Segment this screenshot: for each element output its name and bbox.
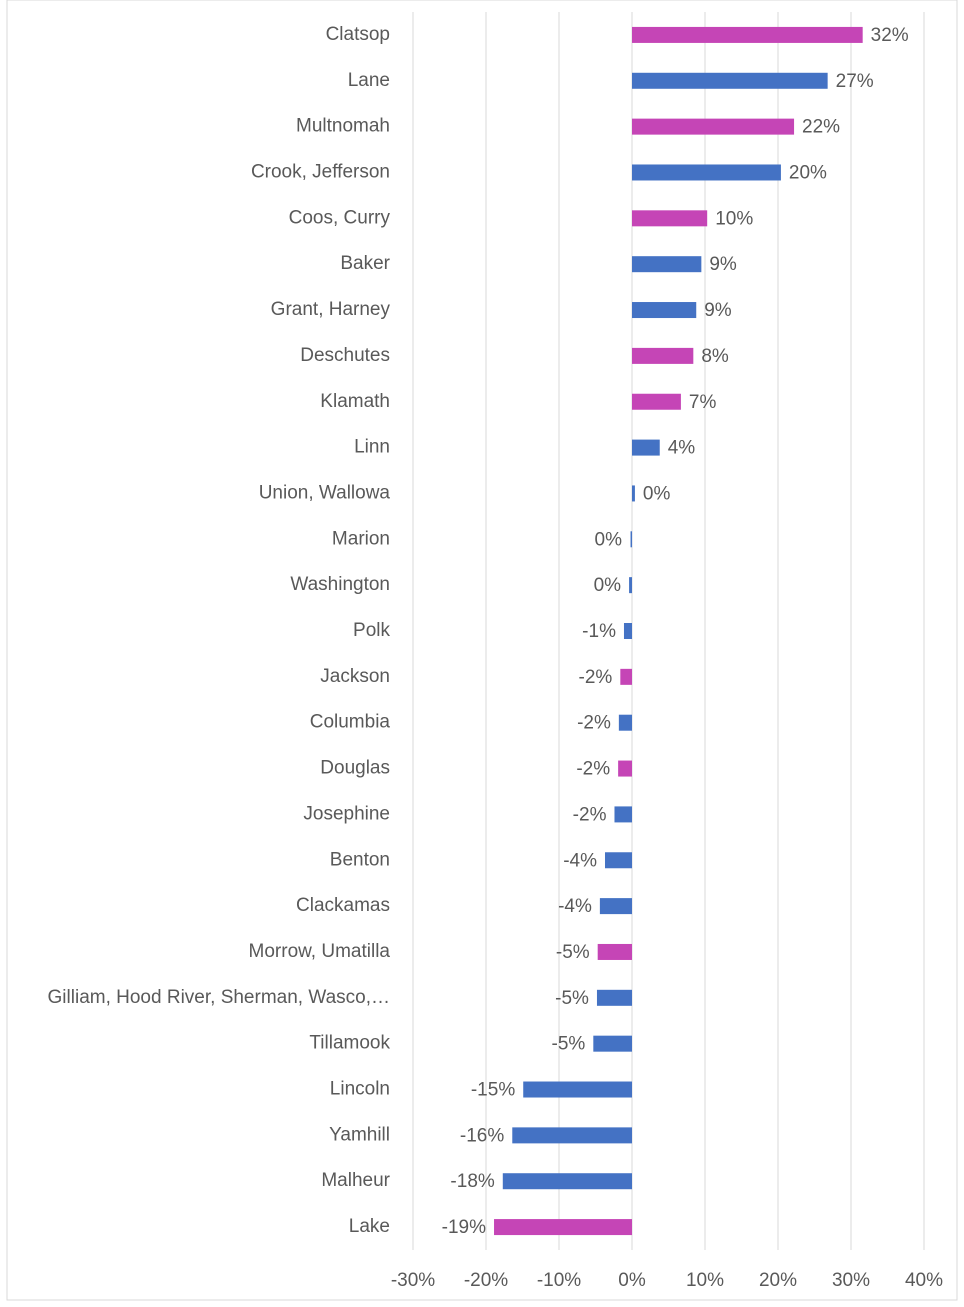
data-label: 8% <box>701 346 729 367</box>
data-label: 32% <box>871 25 909 46</box>
bar <box>620 668 632 685</box>
x-tick-label: -10% <box>537 1270 581 1291</box>
data-label: 9% <box>704 300 732 321</box>
x-tick-label: -20% <box>464 1270 508 1291</box>
bar <box>593 1035 632 1052</box>
data-label: 7% <box>689 392 717 413</box>
data-label: -18% <box>450 1171 494 1192</box>
x-tick-label: 30% <box>832 1270 870 1291</box>
bar <box>599 898 632 915</box>
data-label: -2% <box>573 804 607 825</box>
data-label: 0% <box>594 575 622 596</box>
x-tick-label: 10% <box>686 1270 724 1291</box>
data-label: -15% <box>471 1080 515 1101</box>
y-tick-label: Benton <box>330 849 390 870</box>
bar <box>502 1173 632 1190</box>
data-label: -5% <box>556 942 590 963</box>
bar <box>629 577 632 594</box>
y-tick-label: Jackson <box>320 666 390 687</box>
y-tick-label: Marion <box>332 528 390 549</box>
y-tick-label: Deschutes <box>300 345 390 366</box>
bar <box>632 485 635 502</box>
y-tick-label: Polk <box>353 620 390 641</box>
y-tick-label: Clatsop <box>326 24 390 45</box>
data-label: 4% <box>668 438 696 459</box>
y-tick-label: Linn <box>354 437 390 458</box>
data-label: -4% <box>563 850 597 871</box>
bar <box>512 1127 632 1144</box>
y-tick-label: Crook, Jefferson <box>251 161 390 182</box>
bar <box>632 26 863 43</box>
bar <box>618 714 632 731</box>
data-label: 22% <box>802 117 840 138</box>
bar <box>632 393 681 410</box>
data-label: -4% <box>558 896 592 917</box>
x-tick-label: -30% <box>391 1270 435 1291</box>
bar <box>632 347 694 364</box>
data-label: -1% <box>582 621 616 642</box>
y-tick-label: Morrow, Umatilla <box>249 941 391 962</box>
bar <box>632 164 781 181</box>
bar <box>632 256 702 273</box>
chart-border <box>6 0 958 1301</box>
x-tick-label: 20% <box>759 1270 797 1291</box>
y-tick-label: Coos, Curry <box>289 207 391 228</box>
bar <box>523 1081 632 1098</box>
y-tick-label: Clackamas <box>296 895 390 916</box>
data-label: 27% <box>836 71 874 92</box>
bar <box>623 623 632 639</box>
y-tick-label: Gilliam, Hood River, Sherman, Wasco,… <box>48 987 390 1008</box>
data-label: -5% <box>555 988 589 1009</box>
data-label: -2% <box>576 759 610 780</box>
y-tick-label: Union, Wallowa <box>259 482 391 503</box>
data-label: -19% <box>442 1217 486 1238</box>
bar <box>618 760 632 777</box>
y-tick-label: Lincoln <box>330 1079 390 1100</box>
bar <box>614 806 632 823</box>
bar <box>632 118 795 135</box>
bar <box>604 852 632 869</box>
y-tick-label: Multnomah <box>296 116 390 137</box>
bar <box>632 439 660 456</box>
x-tick-label: 40% <box>905 1270 943 1291</box>
y-tick-label: Lane <box>348 70 390 91</box>
y-tick-label: Columbia <box>310 712 391 733</box>
y-tick-label: Lake <box>349 1216 390 1237</box>
bar <box>632 72 828 89</box>
bar <box>630 531 633 548</box>
y-tick-label: Tillamook <box>309 1033 390 1054</box>
y-tick-label: Washington <box>290 574 390 595</box>
data-label: -16% <box>460 1125 504 1146</box>
y-tick-label: Josephine <box>303 803 390 824</box>
data-label: -5% <box>552 1034 586 1055</box>
y-tick-label: Baker <box>340 253 390 274</box>
data-label: 10% <box>715 208 753 229</box>
x-tick-label: 0% <box>618 1270 646 1291</box>
bar <box>596 989 632 1006</box>
data-label: 9% <box>709 254 737 275</box>
data-label: 0% <box>595 529 623 550</box>
bar <box>632 302 697 319</box>
bar <box>632 210 708 227</box>
data-label: 20% <box>789 162 827 183</box>
y-tick-label: Yamhill <box>329 1124 390 1145</box>
y-tick-label: Klamath <box>320 391 390 412</box>
data-label: -2% <box>579 667 613 688</box>
y-tick-label: Grant, Harney <box>271 299 391 320</box>
bar <box>494 1219 632 1236</box>
data-label: -2% <box>577 713 611 734</box>
y-tick-label: Malheur <box>321 1170 390 1191</box>
y-tick-label: Douglas <box>320 758 390 779</box>
bar <box>597 943 632 960</box>
data-label: 0% <box>643 483 671 504</box>
